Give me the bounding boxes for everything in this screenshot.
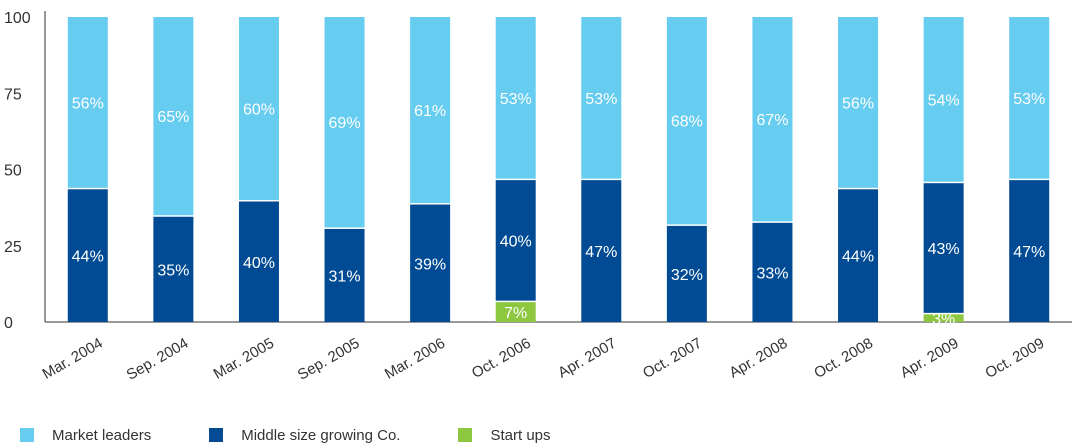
x-tick-label: Apr. 2008 [726, 335, 790, 382]
legend-label-market-leaders: Market leaders [52, 427, 151, 444]
data-label: 43% [928, 241, 960, 258]
y-tick-label: 25 [4, 239, 22, 256]
data-label: 60% [243, 102, 275, 119]
y-tick-label: 75 [4, 86, 22, 103]
x-tick-label: Mar. 2004 [40, 335, 106, 383]
legend-label-middle-size: Middle size growing Co. [241, 427, 400, 444]
y-tick-label: 50 [4, 163, 22, 180]
data-label: 65% [157, 109, 189, 126]
x-tick-label: Oct. 2009 [982, 335, 1047, 382]
legend-item-start-ups: Start ups [458, 427, 550, 444]
data-label: 40% [243, 255, 275, 272]
legend-swatch-middle-size [209, 428, 223, 442]
stacked-bar-chart: 0 25 50 75 100 44% 56% Mar. 2004 35% 65% Sep. 2004… [0, 0, 1080, 420]
data-label: 33% [756, 265, 788, 282]
data-label: 68% [671, 114, 703, 131]
data-label: 67% [756, 112, 788, 129]
data-label: 39% [414, 256, 446, 273]
x-tick-label: Apr. 2009 [898, 335, 962, 382]
x-tick-label: Oct. 2006 [469, 335, 534, 382]
data-label: 53% [1013, 91, 1045, 108]
data-label: 54% [928, 92, 960, 109]
data-label: 7% [504, 305, 527, 322]
legend-item-market-leaders: Market leaders [20, 427, 151, 444]
legend-swatch-start-ups [458, 428, 472, 442]
data-label: 53% [500, 91, 532, 108]
x-tick-label: Oct. 2008 [811, 335, 876, 382]
data-label: 40% [500, 233, 532, 250]
data-label: 3% [932, 311, 955, 328]
x-tick-label: Apr. 2007 [555, 335, 619, 382]
data-label: 35% [157, 262, 189, 279]
y-tick-label: 0 [4, 315, 13, 332]
data-label: 32% [671, 267, 703, 284]
data-label: 31% [329, 268, 361, 285]
data-label: 47% [585, 244, 617, 261]
legend-swatch-market-leaders [20, 428, 34, 442]
y-tick-label: 100 [4, 10, 31, 27]
x-tick-label: Sep. 2004 [124, 335, 192, 384]
x-tick-label: Mar. 2005 [211, 335, 277, 383]
data-label: 47% [1013, 244, 1045, 261]
data-label: 53% [585, 91, 617, 108]
data-label: 69% [329, 115, 361, 132]
data-label: 56% [72, 95, 104, 112]
data-label: 61% [414, 103, 446, 120]
legend-label-start-ups: Start ups [490, 427, 550, 444]
data-label: 44% [842, 249, 874, 266]
data-label: 56% [842, 95, 874, 112]
x-tick-label: Mar. 2006 [382, 335, 448, 383]
legend-item-middle-size: Middle size growing Co. [209, 427, 400, 444]
x-tick-label: Sep. 2005 [295, 335, 363, 384]
data-label: 44% [72, 249, 104, 266]
x-tick-label: Oct. 2007 [640, 335, 705, 382]
legend: Market leaders Middle size growing Co. S… [20, 425, 609, 445]
